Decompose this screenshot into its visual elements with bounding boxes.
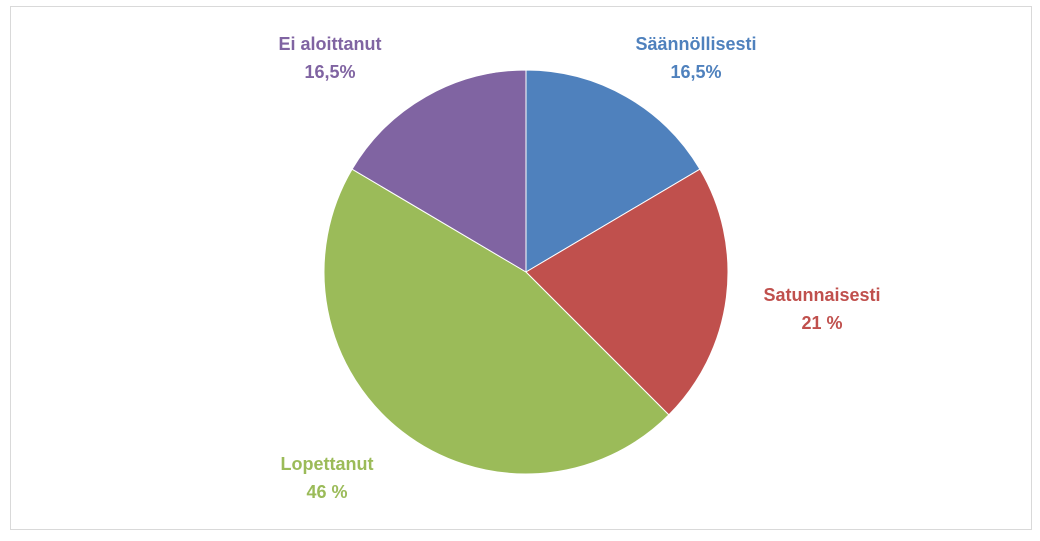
value-label: 21 % [801,313,842,333]
slice-label: Ei aloittanut [279,34,382,54]
pie-slice [525,69,701,273]
slice-label: Satunnaisesti [763,285,880,305]
slice-label: Lopettanut [281,454,374,474]
value-label: 16,5% [304,62,355,82]
value-label: 46 % [306,482,347,502]
pie-slice [351,69,527,273]
pie-slice [525,168,729,416]
value-label: 16,5% [670,62,721,82]
slice-label: Säännöllisesti [635,34,756,54]
pie-slice [323,168,670,475]
